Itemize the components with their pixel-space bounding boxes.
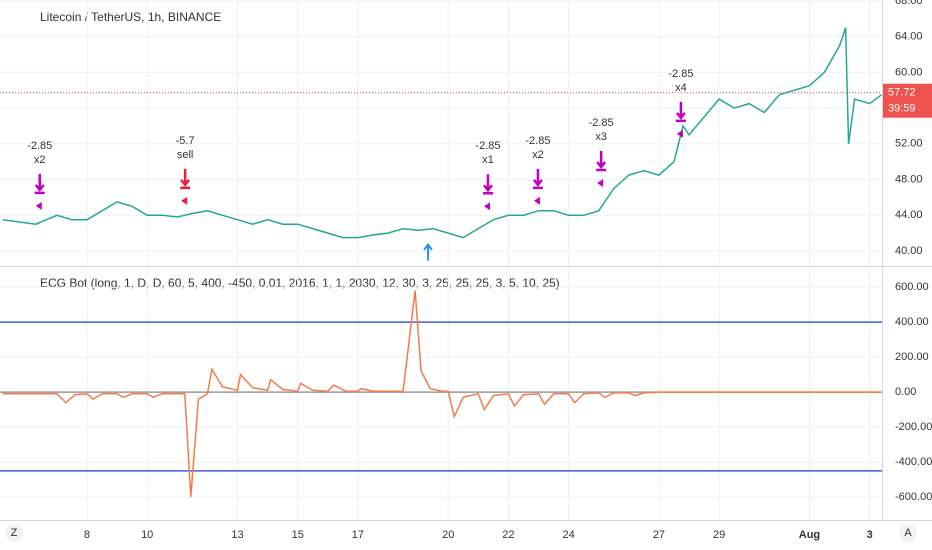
entry-flag xyxy=(483,202,490,211)
x-tick-label: 15 xyxy=(292,529,304,541)
countdown-label: 39:59 xyxy=(888,103,916,115)
entry-flag xyxy=(181,196,188,205)
x-tick-label: 20 xyxy=(442,529,454,541)
entry-flag xyxy=(597,179,604,188)
signal-arrow xyxy=(532,168,543,190)
symbol-title: Litecoin / TetherUS, 1h, BINANCE xyxy=(40,10,221,24)
y-tick-label: 600.00 xyxy=(895,281,929,293)
entry-flag xyxy=(676,129,683,138)
signal-label: x2 xyxy=(532,149,544,161)
y-tick-label: 52.00 xyxy=(895,138,923,150)
x-tick-label: 13 xyxy=(231,529,243,541)
buy-arrow xyxy=(423,243,433,261)
series-line xyxy=(2,27,883,239)
signal-label: -5.7 xyxy=(176,135,195,147)
x-tick-label: 8 xyxy=(84,529,90,541)
zoom-button[interactable]: Z xyxy=(11,527,18,539)
x-tick-label: 10 xyxy=(141,529,153,541)
y-tick-label: -400.00 xyxy=(895,456,932,468)
y-tick-label: 44.00 xyxy=(895,209,923,221)
y-tick-label: 64.00 xyxy=(895,31,923,43)
signal-arrow xyxy=(596,151,607,172)
y-tick-label: -600.00 xyxy=(895,491,932,503)
x-tick-label: 29 xyxy=(713,529,725,541)
y-tick-label: 200.00 xyxy=(895,351,929,363)
signal-label: x2 xyxy=(34,154,46,166)
signal-label: -2.85 xyxy=(668,68,693,80)
x-tick-label: Aug xyxy=(799,529,820,541)
signal-label: -2.85 xyxy=(27,140,52,152)
x-tick-label: 24 xyxy=(563,529,575,541)
auto-scale-button[interactable]: A xyxy=(904,527,912,539)
signal-arrow xyxy=(675,101,686,123)
x-tick-label: 3 xyxy=(867,529,873,541)
y-tick-label: 400.00 xyxy=(895,316,929,328)
y-tick-label: 68.00 xyxy=(895,0,923,7)
series-line xyxy=(2,290,882,498)
y-tick-label: 0.00 xyxy=(895,386,916,398)
toolbar-button[interactable] xyxy=(899,524,917,542)
entry-flag xyxy=(35,201,42,210)
signal-label: -2.85 xyxy=(525,135,550,147)
y-tick-label: 48.00 xyxy=(895,173,923,185)
signal-arrow xyxy=(180,168,191,190)
y-tick-label: 40.00 xyxy=(895,245,923,257)
signal-label: -2.85 xyxy=(589,117,614,129)
signal-arrow xyxy=(482,174,493,195)
entry-flag xyxy=(533,196,540,205)
indicator-title: ECG Bot (long, 1, D, D, 60, 5, 400, -450… xyxy=(40,276,560,290)
y-tick-label: 60.00 xyxy=(895,66,923,78)
signal-label: -2.85 xyxy=(475,140,500,152)
y-tick-label: -200.00 xyxy=(895,421,932,433)
last-price-box xyxy=(883,83,932,118)
last-price-label: 57.72 xyxy=(888,87,916,99)
toolbar-button[interactable] xyxy=(5,524,23,542)
x-tick-label: 27 xyxy=(653,529,665,541)
signal-label: x4 xyxy=(675,82,687,94)
x-tick-label: 22 xyxy=(502,529,514,541)
signal-label: sell xyxy=(177,149,194,161)
signal-arrow xyxy=(34,173,45,195)
signal-label: x3 xyxy=(595,131,607,143)
x-tick-label: 17 xyxy=(352,529,364,541)
signal-label: x1 xyxy=(482,154,494,166)
